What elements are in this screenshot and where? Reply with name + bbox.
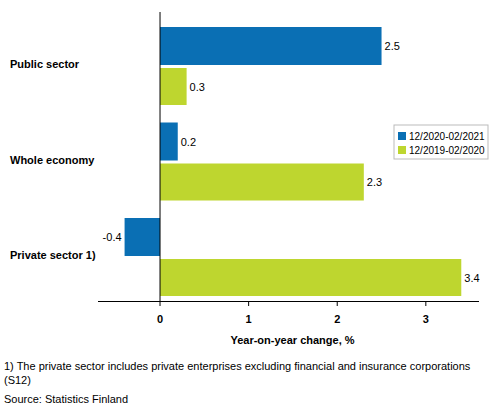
category-label: Whole economy xyxy=(10,154,95,166)
x-tick-label: 1 xyxy=(246,313,252,325)
x-tick-label: 2 xyxy=(334,313,340,325)
x-axis xyxy=(98,301,479,302)
bar xyxy=(125,218,160,256)
bar xyxy=(160,68,187,105)
legend-swatch xyxy=(398,132,406,140)
bar xyxy=(160,27,382,65)
data-label: 0.3 xyxy=(190,81,205,93)
category-label: Private sector 1) xyxy=(10,249,96,261)
zero-line xyxy=(160,12,161,301)
category-label: Public sector xyxy=(10,58,80,70)
x-tick-label: 0 xyxy=(157,313,163,325)
bars xyxy=(125,27,462,296)
bar xyxy=(160,164,364,201)
x-tick xyxy=(248,301,249,306)
legend-box xyxy=(394,125,488,159)
legend: 12/2020-02/2021 12/2019-02/2020 xyxy=(394,125,488,159)
legend-swatch xyxy=(398,146,406,154)
data-label: 3.4 xyxy=(464,272,479,284)
footnote: 1) The private sector includes private e… xyxy=(4,359,486,387)
x-tick-label: 3 xyxy=(423,313,429,325)
data-labels: 2.5 0.2 -0.4 0.3 2.3 3.4 xyxy=(103,40,480,284)
bar xyxy=(160,123,178,161)
legend-label: 12/2019-02/2020 xyxy=(409,145,485,156)
bar xyxy=(160,259,461,296)
x-tick xyxy=(425,301,426,306)
source: Source: Statistics Finland xyxy=(4,392,486,406)
legend-label: 12/2020-02/2021 xyxy=(409,131,485,142)
data-label: 2.5 xyxy=(385,40,400,52)
data-label: 0.2 xyxy=(181,136,196,148)
x-tick xyxy=(337,301,338,306)
data-label: 2.3 xyxy=(367,176,382,188)
x-axis-label: Year-on-year change, % xyxy=(230,334,354,346)
x-tick xyxy=(160,301,161,306)
data-label: -0.4 xyxy=(103,231,122,243)
